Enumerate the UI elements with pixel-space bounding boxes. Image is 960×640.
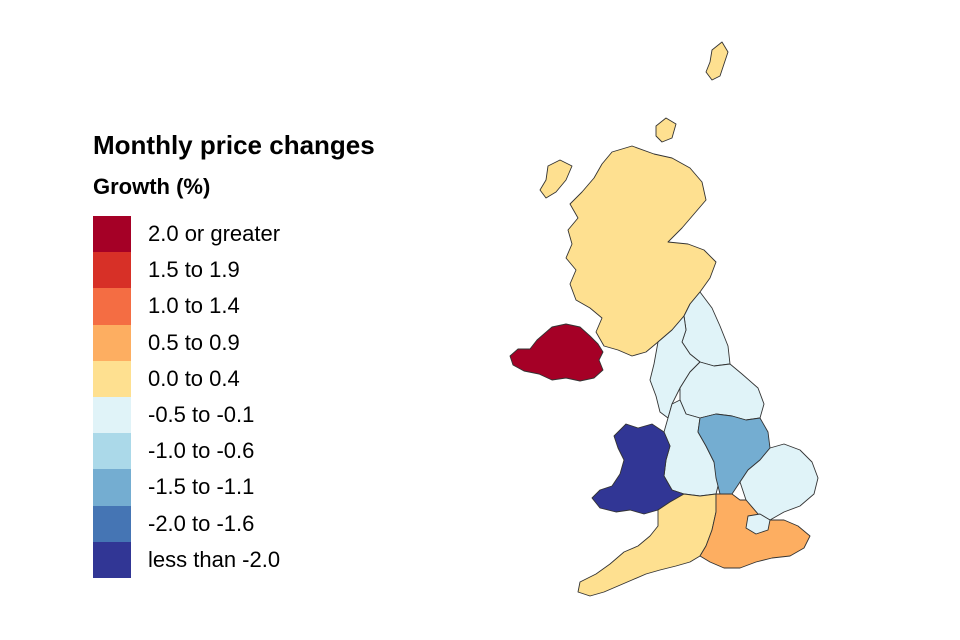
- legend-title: Monthly price changes: [93, 130, 375, 160]
- region-wales[interactable]: [591, 423, 685, 515]
- legend-item: 1.0 to 1.4: [93, 288, 473, 325]
- legend-label: -1.5 to -1.1: [148, 474, 255, 500]
- region-scotland-islands: [655, 117, 677, 143]
- legend-label: -2.0 to -1.6: [148, 510, 255, 536]
- legend-item: 1.5 to 1.9: [93, 252, 473, 289]
- legend-label: 1.5 to 1.9: [148, 257, 240, 283]
- legend-list: 2.0 or greater 1.5 to 1.9 1.0 to 1.4 0.5 to…: [93, 216, 473, 578]
- region-east-of-england[interactable]: [739, 443, 819, 521]
- legend-item: 2.0 or greater: [93, 216, 473, 253]
- legend-label: -1.0 to -0.6: [148, 438, 255, 464]
- map-legend: Monthly price changes Growth (%) 2.0 or …: [93, 128, 473, 578]
- region-london[interactable]: [745, 513, 771, 535]
- region-yorkshire-and-the-humber[interactable]: [679, 361, 765, 421]
- legend-swatch: [93, 216, 131, 253]
- legend-swatch: [93, 469, 131, 506]
- legend-swatch: [93, 324, 131, 361]
- region-scotland[interactable]: [565, 145, 717, 357]
- region-scotland-islands: [705, 41, 729, 81]
- legend-swatch: [93, 360, 131, 397]
- region-northern-ireland[interactable]: [509, 323, 604, 382]
- legend-item: -1.0 to -0.6: [93, 433, 473, 470]
- region-scotland-islands: [539, 159, 573, 199]
- legend-item: less than -2.0: [93, 541, 473, 578]
- legend-label: -0.5 to -0.1: [148, 402, 255, 428]
- legend-item: -1.5 to -1.1: [93, 469, 473, 506]
- legend-swatch: [93, 396, 131, 434]
- legend-swatch: [93, 541, 131, 578]
- legend-subtitle: Growth (%): [93, 174, 211, 199]
- legend-swatch: [93, 433, 131, 470]
- legend-swatch: [93, 252, 131, 289]
- legend-swatch: [93, 288, 131, 325]
- legend-label: 0.5 to 0.9: [148, 329, 240, 355]
- legend-item: 0.0 to 0.4: [93, 360, 473, 397]
- legend-item: 0.5 to 0.9: [93, 324, 473, 361]
- legend-label: less than -2.0: [148, 546, 281, 572]
- legend-item: -2.0 to -1.6: [93, 505, 473, 542]
- legend-swatch: [93, 505, 131, 542]
- legend-item: -0.5 to -0.1: [93, 396, 473, 434]
- legend-label: 1.0 to 1.4: [148, 293, 240, 319]
- legend-label: 0.0 to 0.4: [148, 365, 240, 391]
- legend-label: 2.0 or greater: [148, 221, 281, 247]
